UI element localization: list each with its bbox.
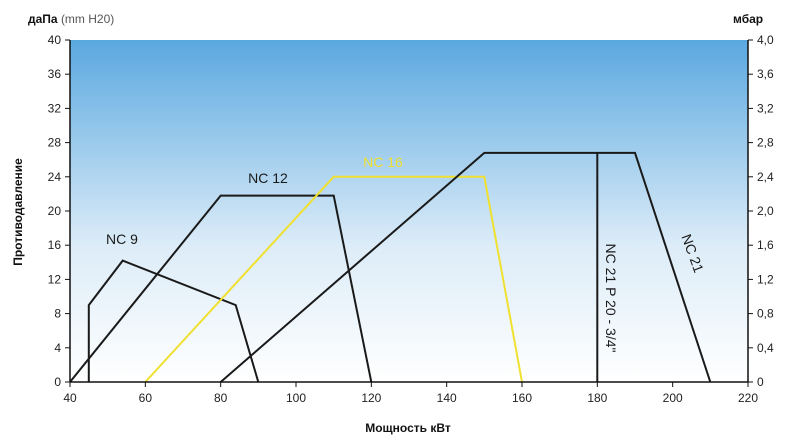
series-line-nc-16 <box>144 175 523 383</box>
y-axis-title: Противодавление <box>11 158 25 266</box>
plot-background <box>70 40 748 382</box>
left-axis-unit-label: даПа (mm H20) <box>28 12 114 26</box>
series-label-nc-12: NC 12 <box>248 170 288 186</box>
y2-tick-label: 2,8 <box>757 136 774 150</box>
y2-tick-label: 2,0 <box>757 204 774 218</box>
x-tick-label: 80 <box>214 391 228 405</box>
y-tick-label: 8 <box>54 307 61 321</box>
x-axis-title: Мощность кВт <box>365 421 451 435</box>
y2-tick-label: 3,6 <box>757 67 774 81</box>
y-tick-label: 32 <box>48 101 62 115</box>
y2-tick-label: 4,0 <box>757 33 774 47</box>
y-tick-label: 16 <box>48 238 62 252</box>
series-label-nc-21-p-20-3-4: NC 21 P 20 - 3/4" <box>603 244 619 353</box>
y2-tick-label: 0,4 <box>757 341 774 355</box>
y-tick-label: 28 <box>48 136 62 150</box>
y-tick-label: 20 <box>48 204 62 218</box>
series-line-nc-9 <box>87 259 260 383</box>
y-tick-label: 24 <box>48 170 62 184</box>
x-tick-label: 160 <box>512 391 532 405</box>
x-tick-label: 40 <box>63 391 77 405</box>
series-label-nc-9: NC 9 <box>106 231 138 247</box>
axes-layer: 0 0 4 0,4 8 0,8 12 1,2 16 1,6 20 2,0 24 2,4 28 2,8 32 3,2… <box>48 33 774 405</box>
series-line-nc-12 <box>69 194 373 383</box>
y2-tick-label: 1,6 <box>757 238 774 252</box>
y-tick-label: 40 <box>48 33 62 47</box>
x-tick-label: 140 <box>437 391 457 405</box>
series-line-nc-21 <box>220 151 712 383</box>
y2-tick-label: 1,2 <box>757 272 774 286</box>
y-tick-label: 0 <box>54 375 61 389</box>
x-tick-label: 200 <box>663 391 683 405</box>
x-tick-label: 100 <box>286 391 306 405</box>
right-axis-unit-label: мбар <box>733 12 763 26</box>
series-label-nc-16: NC 16 <box>363 154 403 170</box>
y2-tick-label: 3,2 <box>757 101 774 115</box>
x-tick-label: 60 <box>139 391 153 405</box>
y-tick-label: 12 <box>48 272 62 286</box>
x-tick-label: 120 <box>361 391 381 405</box>
y-tick-label: 4 <box>54 341 61 355</box>
y2-tick-label: 0,8 <box>757 307 774 321</box>
y2-tick-label: 0 <box>757 375 764 389</box>
x-tick-label: 180 <box>587 391 607 405</box>
y-tick-label: 36 <box>48 67 62 81</box>
y2-tick-label: 2,4 <box>757 170 774 184</box>
x-tick-label: 220 <box>738 391 758 405</box>
